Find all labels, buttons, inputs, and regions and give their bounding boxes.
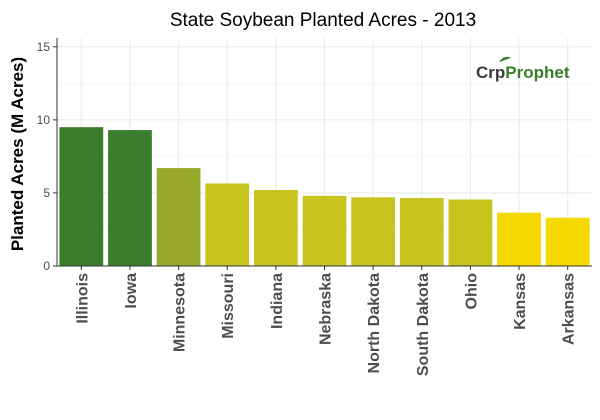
logo-crop-start: Cr: [476, 63, 495, 82]
plot-panel: 0 5 10 15 Illinois Iowa Minnesota Missouri India…: [37, 38, 592, 376]
y-tick-label: 15: [37, 40, 51, 54]
logo-crop-o: p: [495, 63, 505, 82]
bar-kansas: [497, 212, 541, 266]
x-tick-label: Missouri: [220, 273, 237, 339]
x-tick-label: South Dakota: [415, 273, 432, 376]
y-tick-label: 10: [37, 113, 51, 127]
leaf-icon: [499, 56, 511, 62]
x-tick-label: North Dakota: [366, 273, 383, 374]
bar-missouri: [205, 183, 250, 266]
x-tick-label: Kansas: [512, 273, 529, 330]
bar-nebraska: [302, 195, 347, 266]
bar-indiana: [253, 190, 298, 266]
croprophet-logo: CrpProphet: [476, 56, 570, 82]
x-tick-label: Iowa: [123, 273, 140, 309]
x-tick-label: Minnesota: [172, 273, 189, 352]
x-tick-label: Ohio: [463, 273, 480, 310]
bar-ohio: [448, 199, 493, 266]
x-tick-label: Arkansas: [561, 273, 578, 345]
x-tick-label: Illinois: [74, 273, 91, 324]
logo-prophet: Prophet: [505, 63, 570, 82]
x-tick-label: Indiana: [269, 273, 286, 329]
bar-illinois: [59, 127, 104, 267]
y-axis-label: Planted Acres (M Acres): [8, 57, 27, 251]
bar-north-dakota: [351, 197, 396, 266]
bar-arkansas: [545, 217, 590, 266]
x-tick-label: Nebraska: [318, 273, 335, 345]
chart-title: State Soybean Planted Acres - 2013: [170, 10, 476, 31]
y-tick-label: 5: [43, 186, 50, 200]
leaf-shape: [499, 56, 511, 62]
bar-minnesota: [156, 168, 201, 266]
bar-iowa: [108, 130, 152, 266]
bar-south-dakota: [399, 198, 444, 266]
logo-text: CrpProphet: [476, 63, 570, 82]
y-tick-label: 0: [43, 259, 50, 273]
